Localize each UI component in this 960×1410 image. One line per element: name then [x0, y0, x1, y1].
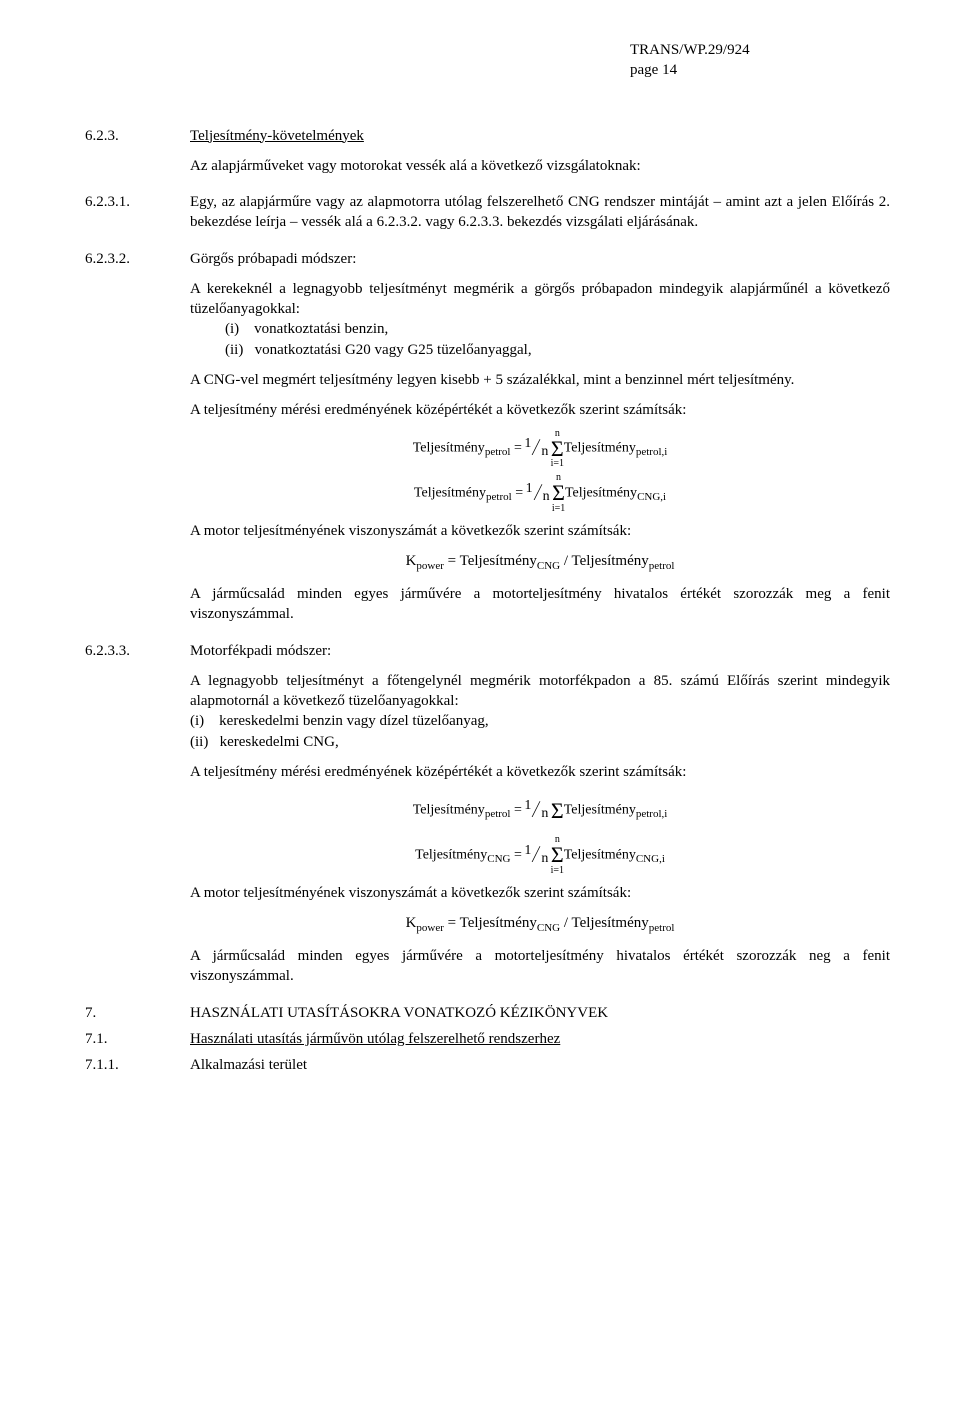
paragraph: A legnagyobb teljesítményt a főtengelyné…	[190, 671, 890, 752]
list-item: (i) kereskedelmi benzin vagy dízel tüzel…	[190, 711, 890, 731]
list: (i) vonatkoztatási benzin, (ii) vonatkoz…	[190, 319, 890, 360]
list-item: (ii) kereskedelmi CNG,	[190, 732, 890, 752]
section-title: Alkalmazási terület	[190, 1057, 307, 1073]
section-6-2-3-3: 6.2.3.3. Motorfékpadi módszer: A legnagy…	[85, 641, 890, 997]
paragraph: A kerekeknél a legnagyobb teljesítményt …	[190, 279, 890, 360]
formula-petrol-2: Teljesítménypetrol = 1∕n ΣTeljesítménype…	[190, 794, 890, 826]
list-item: (i) vonatkoztatási benzin,	[225, 319, 890, 339]
section-6-2-3: 6.2.3. Teljesítmény-követelmények Az ala…	[85, 126, 890, 187]
section-number: 7.	[85, 1003, 190, 1023]
formula-cng-2: TeljesítményCNG = 1∕n nΣi=1TeljesítményC…	[190, 839, 890, 871]
paragraph: A teljesítmény mérési eredményének közép…	[190, 762, 890, 782]
section-number: 6.2.3.2.	[85, 249, 190, 635]
page-num: page 14	[630, 60, 890, 80]
formula-petrol-1: Teljesítménypetrol = 1∕n nΣi=1Teljesítmé…	[190, 432, 890, 464]
section-number: 6.2.3.	[85, 126, 190, 187]
formula-petrol-cng: Teljesítménypetrol = 1∕n nΣi=1Teljesítmé…	[190, 477, 890, 509]
k-formula: Kpower = TeljesítményCNG / Teljesítményp…	[190, 913, 890, 936]
page-header: TRANS/WP.29/924 page 14	[630, 40, 890, 81]
section-6-2-3-1: 6.2.3.1. Egy, az alapjárműre vagy az ala…	[85, 192, 890, 243]
section-number: 6.2.3.1.	[85, 192, 190, 243]
section-title: Használati utasítás járművön utólag fels…	[190, 1031, 560, 1047]
paragraph: A teljesítmény mérési eredményének közép…	[190, 400, 890, 420]
list-item: (ii) vonatkoztatási G20 vagy G25 tüzelőa…	[225, 340, 890, 360]
section-number: 7.1.	[85, 1029, 190, 1049]
section-number: 6.2.3.3.	[85, 641, 190, 997]
doc-id: TRANS/WP.29/924	[630, 40, 890, 60]
section-text: Egy, az alapjárműre vagy az alapmotorra …	[190, 192, 890, 233]
paragraph: A motor teljesítményének viszonyszámát a…	[190, 521, 890, 541]
section-title: Motorfékpadi módszer:	[190, 641, 890, 661]
paragraph: A járműcsalád minden egyes járművére a m…	[190, 946, 890, 987]
section-number: 7.1.1.	[85, 1055, 190, 1075]
list: (i) kereskedelmi benzin vagy dízel tüzel…	[190, 711, 890, 752]
paragraph: A motor teljesítményének viszonyszámát a…	[190, 883, 890, 903]
paragraph: A CNG-vel megmért teljesítmény legyen ki…	[190, 370, 890, 390]
section-title: HASZNÁLATI UTASÍTÁSOKRA VONATKOZÓ KÉZIKÖ…	[190, 1005, 608, 1021]
paragraph: A járműcsalád minden egyes járművére a m…	[190, 584, 890, 625]
section-7-1: 7.1. Használati utasítás járművön utólag…	[85, 1029, 890, 1049]
section-6-2-3-2: 6.2.3.2. Görgős próbapadi módszer: A ker…	[85, 249, 890, 635]
section-title: Teljesítmény-követelmények	[190, 128, 364, 144]
section-title: Görgős próbapadi módszer:	[190, 249, 890, 269]
section-7: 7. HASZNÁLATI UTASÍTÁSOKRA VONATKOZÓ KÉZ…	[85, 1003, 890, 1023]
section-intro: Az alapjárműveket vagy motorokat vessék …	[190, 156, 890, 176]
section-7-1-1: 7.1.1. Alkalmazási terület	[85, 1055, 890, 1075]
k-formula: Kpower = TeljesítményCNG / Teljesítményp…	[190, 551, 890, 574]
